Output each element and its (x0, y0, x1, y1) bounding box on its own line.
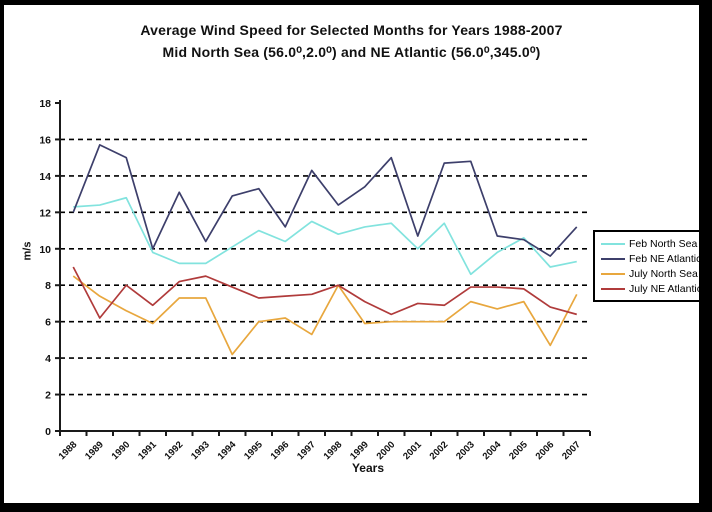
legend-box: Feb North Sea Feb NE Atlantic July North… (593, 230, 702, 302)
y-tick-label: 14 (39, 171, 51, 183)
series-line-feb-ne-atlantic (72, 144, 578, 257)
legend-item-july-ne-atlantic: July NE Atlantic (601, 281, 702, 296)
x-axis-title: Years (351, 461, 385, 475)
x-tick-label-2006: 2006 (534, 439, 557, 462)
x-tick-label-1993: 1993 (189, 439, 212, 462)
x-tick-label-1992: 1992 (163, 439, 186, 462)
y-tick-label: 10 (39, 244, 51, 256)
x-tick-label-2002: 2002 (428, 439, 451, 462)
x-tick-label-2005: 2005 (507, 439, 530, 462)
x-tick-label-2004: 2004 (481, 439, 504, 462)
x-tick-label-2000: 2000 (375, 439, 398, 462)
legend-item-feb-ne-atlantic: Feb NE Atlantic (601, 251, 702, 266)
y-tick-label: 0 (45, 426, 51, 438)
legend-line-swatch (601, 272, 625, 275)
x-tick-label-1995: 1995 (242, 439, 265, 462)
x-tick-label-1990: 1990 (110, 439, 133, 462)
legend-label: Feb North Sea (629, 237, 698, 250)
y-axis-title: m/s (21, 241, 34, 261)
series-line-feb-north-sea (73, 196, 577, 276)
series-line-july-north-sea (72, 275, 578, 356)
y-tick-label: 4 (45, 353, 51, 365)
legend-label: July NE Atlantic (629, 282, 702, 295)
chart-title: Average Wind Speed for Selected Months f… (4, 19, 699, 63)
x-tick-label-1998: 1998 (322, 439, 345, 462)
y-tick-label: 8 (45, 280, 51, 292)
x-tick-label-2003: 2003 (454, 439, 477, 462)
y-tick-label: 12 (39, 207, 51, 219)
legend-item-july-north-sea: July North Sea (601, 266, 699, 281)
x-tick-label-2001: 2001 (401, 439, 424, 462)
chart-canvas: Average Wind Speed for Selected Months f… (4, 5, 702, 503)
legend-label: July North Sea (629, 267, 698, 280)
legend-line-swatch (601, 257, 625, 260)
legend-line-swatch (601, 287, 625, 290)
series-line-july-ne-atlantic (72, 266, 577, 319)
y-tick-label: 6 (45, 317, 51, 329)
x-tick-label-2007: 2007 (560, 439, 583, 462)
y-tick-label: 18 (39, 98, 51, 110)
x-tick-label-1996: 1996 (269, 439, 292, 462)
x-tick-label-1988: 1988 (57, 439, 80, 462)
chart-title-line1: Average Wind Speed for Selected Months f… (140, 22, 563, 38)
x-tick-label-1989: 1989 (83, 439, 106, 462)
y-tick-label: 16 (39, 134, 51, 146)
legend-label: Feb NE Atlantic (629, 252, 702, 265)
x-tick-label-1997: 1997 (295, 439, 318, 462)
legend-item-feb-north-sea: Feb North Sea (601, 236, 699, 251)
legend-line-swatch (601, 242, 625, 245)
x-tick-label-1999: 1999 (348, 439, 371, 462)
x-tick-label-1991: 1991 (136, 439, 159, 462)
x-tick-label-1994: 1994 (216, 439, 239, 462)
y-tick-label: 2 (45, 390, 51, 402)
chart-title-line2: Mid North Sea (56.0⁰,2.0⁰) and NE Atlant… (162, 44, 541, 60)
